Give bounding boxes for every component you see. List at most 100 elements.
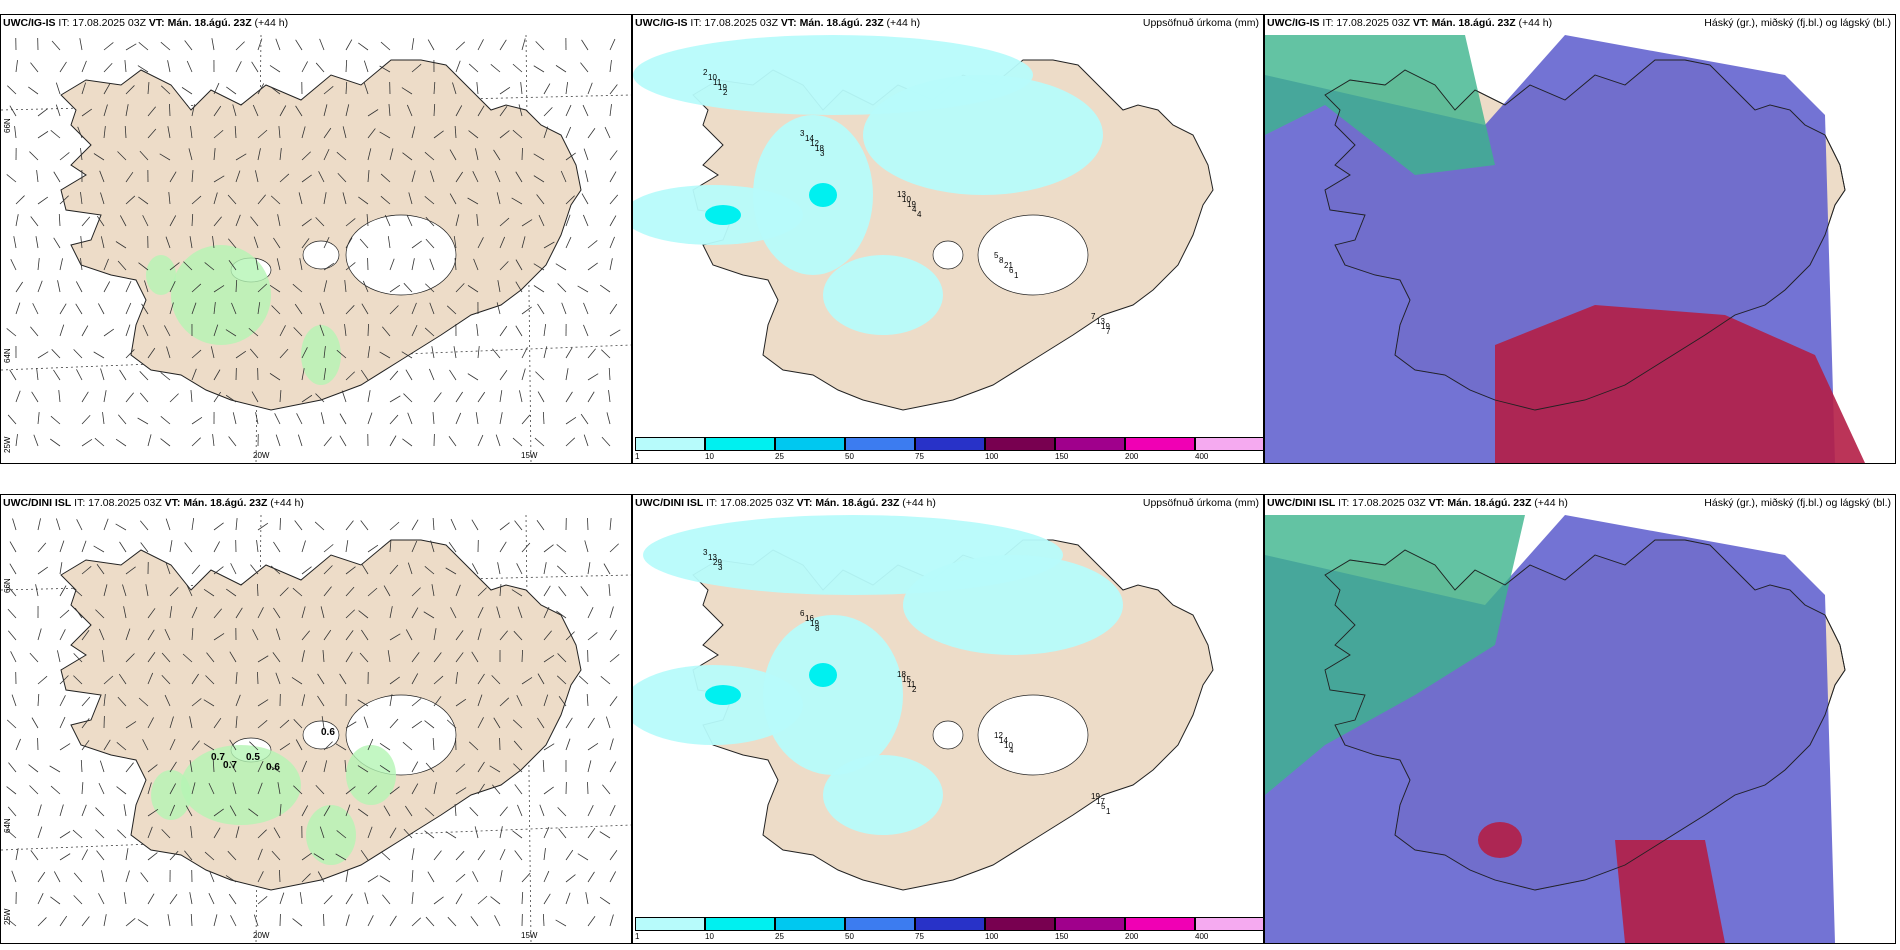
colorbar-swatch — [1125, 917, 1195, 931]
wind-barb — [95, 807, 105, 817]
wind-barb — [59, 831, 71, 839]
wind-barb — [235, 350, 247, 359]
wind-barb — [345, 893, 353, 905]
precip-value-label: 8 — [999, 256, 1004, 265]
wind-barb — [429, 170, 435, 183]
wind-barb — [495, 434, 501, 447]
wind-barb — [169, 281, 176, 293]
wind-barb — [558, 695, 567, 707]
wind-barb — [81, 696, 91, 707]
wind-barb — [50, 415, 61, 425]
wind-barb — [123, 606, 127, 619]
wind-barb — [345, 540, 349, 553]
wind-barb — [453, 236, 457, 249]
wind-barb — [323, 586, 332, 597]
wind-barb — [587, 760, 592, 773]
wind-map — [1, 34, 631, 463]
glacier — [932, 720, 964, 750]
wind-barb — [81, 60, 87, 73]
panel-title: Uppsöfnuð úrkoma (mm) — [1142, 497, 1259, 509]
wind-barb — [467, 285, 479, 293]
wind-barb — [29, 652, 39, 663]
wind-barb — [519, 390, 523, 403]
wind-barb — [455, 171, 464, 183]
wind-barb — [255, 170, 259, 183]
wind-barb — [249, 348, 259, 359]
wind-barb — [323, 741, 333, 751]
wind-barb — [388, 104, 391, 117]
wind-barb — [516, 695, 523, 707]
precip-value-label: 11 — [907, 680, 916, 689]
wind-barb — [295, 739, 303, 751]
wind-barb — [119, 541, 127, 553]
wind-barb — [37, 280, 43, 293]
wind-barb — [534, 437, 545, 447]
wind-barb — [323, 895, 333, 905]
wind-barb — [147, 826, 153, 839]
wind-barb — [161, 829, 171, 839]
wind-barb — [521, 872, 531, 883]
wind-barb — [583, 214, 589, 227]
wind-barb — [208, 892, 215, 905]
wind-barb — [72, 587, 83, 597]
wind-barb — [292, 283, 303, 293]
coastline — [1324, 59, 1846, 411]
wind-barb — [96, 564, 105, 575]
wind-barb — [317, 673, 325, 685]
wind-barb — [471, 519, 479, 531]
wind-barb — [499, 630, 508, 641]
wind-barb — [95, 829, 105, 839]
wind-barb — [455, 652, 464, 663]
wind-barb — [160, 41, 171, 51]
wind-barb — [229, 761, 237, 773]
wind-barb — [499, 522, 510, 531]
high-cloud-area — [1265, 35, 1495, 175]
wind-barb — [225, 875, 237, 883]
wind-barb — [323, 805, 331, 817]
wind-barb — [37, 804, 42, 817]
wind-barb — [147, 347, 156, 359]
wind-barb — [213, 633, 225, 641]
wind-barb — [301, 218, 312, 227]
precip-value-label: 13 — [1096, 317, 1105, 326]
panel-precip-igis: UWC/IG-IS IT: 17.08.2025 03Z VT: Mán. 18… — [632, 14, 1264, 464]
colorbar-tick: 25 — [775, 452, 784, 461]
wind-barb — [255, 412, 259, 425]
wind-barb — [296, 413, 303, 425]
panel-header: UWC/DINI ISL IT: 17.08.2025 03Z VT: Mán.… — [3, 497, 304, 509]
precip-heavy — [809, 663, 837, 687]
wind-barb — [339, 435, 347, 447]
lon-label-15w: 15W — [521, 931, 538, 940]
wind-barb — [602, 784, 611, 795]
wind-barb — [73, 895, 83, 905]
wind-barb — [521, 677, 533, 685]
wind-barb — [474, 826, 479, 839]
precip-value-label: 5 — [1101, 802, 1106, 811]
wind-barb — [191, 170, 194, 183]
wind-barb — [319, 38, 325, 51]
wind-barb — [323, 104, 328, 117]
wind-barb — [73, 675, 83, 685]
wind-barb — [477, 105, 485, 117]
wind-barb — [72, 829, 83, 839]
wind-barb — [256, 540, 259, 553]
wind-barb — [53, 369, 61, 381]
wind-barb — [358, 610, 369, 619]
wind-barb — [557, 807, 567, 817]
wind-barb — [586, 694, 589, 707]
wind-barb — [125, 653, 135, 663]
wind-barb — [543, 786, 554, 795]
wind-barb — [360, 369, 369, 381]
wind-barb — [191, 437, 201, 447]
wind-barb — [257, 871, 264, 883]
wind-barb — [37, 826, 43, 839]
colorbar-swatch — [1195, 917, 1263, 931]
wind-barb — [512, 830, 523, 839]
wind-barb — [345, 81, 348, 95]
wind-barb — [7, 414, 17, 425]
wind-barb — [577, 285, 589, 293]
wind-barb — [190, 126, 193, 139]
wind-barb — [139, 520, 149, 531]
wind-barb — [15, 195, 25, 205]
wind-barb — [81, 414, 91, 425]
